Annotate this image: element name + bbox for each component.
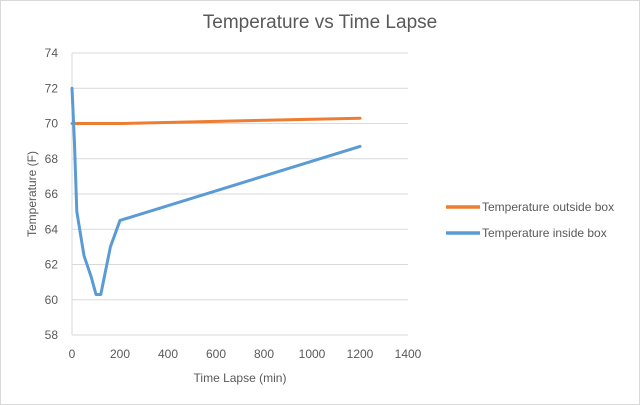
x-tick-label: 1200 <box>347 347 374 361</box>
legend-label-inside: Temperature inside box <box>482 226 607 240</box>
y-tick-label: 66 <box>45 187 59 201</box>
x-tick-label: 1000 <box>299 347 326 361</box>
x-tick-label: 200 <box>110 347 130 361</box>
y-tick-label: 64 <box>45 222 59 236</box>
gridlines <box>72 52 408 336</box>
y-tick-label: 70 <box>45 117 59 131</box>
chart-title: Temperature vs Time Lapse <box>203 12 437 33</box>
x-axis-label: Time Lapse (min) <box>194 371 287 385</box>
y-tick-label: 60 <box>45 293 59 307</box>
x-tick-label: 800 <box>254 347 274 361</box>
x-tick-labels: 0 200 400 600 800 1000 1200 1400 <box>69 347 422 361</box>
y-tick-label: 58 <box>45 328 59 342</box>
x-tick-label: 400 <box>158 347 178 361</box>
legend: Temperature outside box Temperature insi… <box>446 200 614 240</box>
legend-label-outside: Temperature outside box <box>482 200 614 214</box>
series-lines <box>70 86 362 296</box>
y-tick-label: 72 <box>45 81 59 95</box>
y-axis-label: Temperature (F) <box>25 151 39 237</box>
x-tick-label: 600 <box>206 347 226 361</box>
y-tick-label: 68 <box>45 152 59 166</box>
y-tick-label: 62 <box>45 258 59 272</box>
series-line-inside-box <box>70 86 362 296</box>
x-tick-label: 1400 <box>395 347 422 361</box>
y-tick-label: 74 <box>45 46 59 60</box>
series-line-outside-box <box>70 116 362 125</box>
y-tick-labels: 58 60 62 64 66 68 70 72 74 <box>45 46 59 342</box>
x-tick-label: 0 <box>69 347 76 361</box>
